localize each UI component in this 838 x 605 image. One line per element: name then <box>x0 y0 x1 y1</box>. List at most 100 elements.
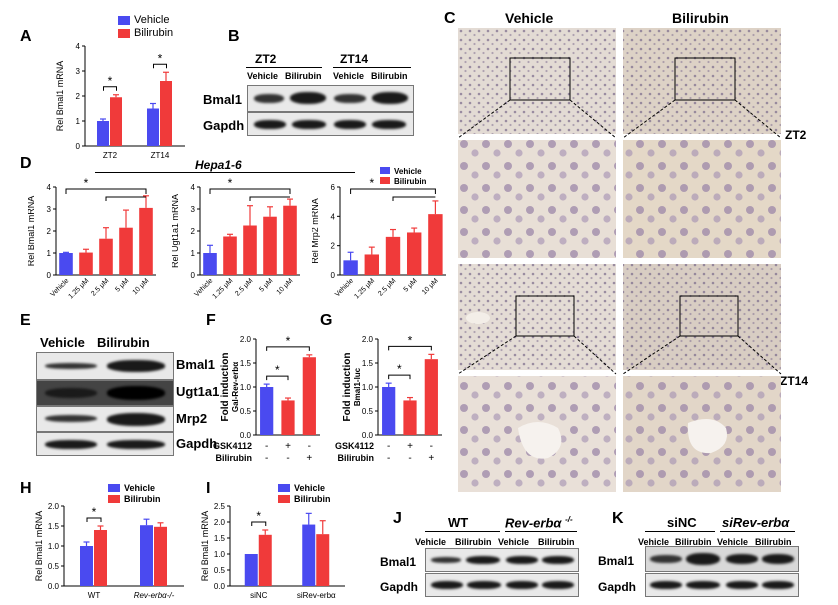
bar <box>99 238 113 275</box>
y-tick-label: 4 <box>191 183 196 192</box>
bar <box>94 530 107 586</box>
y-tick-label: 2.0 <box>214 518 226 527</box>
treatment-sign: - <box>265 441 268 452</box>
k-bmal1-blot <box>645 546 799 572</box>
bar <box>263 216 277 275</box>
significance-bracket-inner <box>249 196 290 201</box>
legend-swatch-bilirubin <box>278 495 290 503</box>
x-tick-label: 2.5 μM <box>90 277 110 297</box>
significance-star: * <box>369 176 374 190</box>
legend-swatch-bilirubin <box>108 495 120 503</box>
x-tick-label: siNC <box>250 591 268 600</box>
significance-star: * <box>275 363 280 377</box>
bar <box>119 227 133 275</box>
treatment-sign: - <box>387 453 390 464</box>
j-rev-label: Rev-erbα -/- <box>505 515 573 531</box>
panel-label-i: I <box>206 480 211 497</box>
treatment-sign: - <box>387 441 390 452</box>
c-zt2-bilirubin-low <box>623 28 781 134</box>
j-vehicle-1: Vehicle <box>415 537 447 547</box>
bar <box>302 357 316 435</box>
y-axis-label: Rel Bmal1 mRNA <box>34 511 44 582</box>
significance-bracket <box>266 346 310 351</box>
bar <box>244 554 258 586</box>
e-mrp2-blot <box>36 406 174 432</box>
y-tick-label: 4 <box>76 42 81 51</box>
y-axis-label: Rel Bmal1 mRNA <box>55 61 65 132</box>
y-tick-label: 6 <box>331 183 336 192</box>
y-tick-label: 0.5 <box>214 566 226 575</box>
x-tick-label: 1.25 μM <box>353 277 376 300</box>
treatment-label: Bilirubin <box>338 453 375 463</box>
bar <box>281 400 295 435</box>
panel-label-f: F <box>206 312 216 329</box>
y-tick-label: 2 <box>47 227 52 236</box>
y-tick-label: 0.0 <box>240 431 252 440</box>
legend-label-vehicle: Vehicle <box>294 483 325 493</box>
legend-label-bilirubin: Bilirubin <box>394 177 427 186</box>
significance-star: * <box>92 505 97 519</box>
significance-star: * <box>108 74 113 88</box>
panel-label-e: E <box>20 312 31 329</box>
j-gapdh-label: Gapdh <box>380 580 418 594</box>
bar <box>140 525 153 586</box>
bar <box>139 207 153 275</box>
c-zt14-vehicle-low <box>458 264 616 370</box>
b-vehicle-1: Vehicle <box>247 71 279 81</box>
treatment-sign: + <box>407 441 413 452</box>
significance-star: * <box>256 509 261 523</box>
treatment-sign: - <box>286 453 289 464</box>
b-bmal1-blot <box>247 85 414 112</box>
significance-bracket <box>388 345 432 351</box>
c-zt14-vehicle-high <box>458 376 616 492</box>
panel-label-b: B <box>228 28 240 45</box>
bar <box>316 534 330 586</box>
panel-label-d: D <box>20 155 32 172</box>
significance-star: * <box>158 51 163 65</box>
x-tick-label: 5 μM <box>114 277 130 293</box>
x-tick-label: 2.5 μM <box>377 277 397 297</box>
x-tick-label: WT <box>88 591 101 600</box>
bar <box>79 252 93 275</box>
bar <box>382 387 396 435</box>
significance-star: * <box>228 176 233 190</box>
x-tick-label: ZT14 <box>151 151 170 158</box>
x-tick-label: 1.25 μM <box>67 277 90 300</box>
e-ugt1a1-label: Ugt1a1 <box>176 384 220 399</box>
y-tick-label: 1 <box>76 117 81 126</box>
c-bilirubin-label: Bilirubin <box>672 10 729 26</box>
bar <box>59 253 73 275</box>
e-bmal1-label: Bmal1 <box>176 357 216 372</box>
significance-bracket <box>350 188 436 194</box>
chart-f: 0.0 0.5 1.0 1.5 2.0 Fold induction Gal-Rev-erb… <box>213 334 320 464</box>
bar <box>258 534 272 586</box>
y-tick-label: 4 <box>331 212 336 221</box>
treatment-sign: - <box>308 441 311 452</box>
d-title-line <box>95 172 355 173</box>
y-axis-label-2: Bmal1-luc <box>353 367 362 406</box>
k-sinc-line <box>645 531 715 532</box>
treatment-label: Bilirubin <box>216 453 253 463</box>
b-bmal1-label: Bmal1 <box>203 92 243 107</box>
y-tick-label: 2.0 <box>240 335 252 344</box>
y-tick-label: 2.0 <box>362 335 374 344</box>
b-gapdh-label: Gapdh <box>203 118 245 133</box>
bar <box>403 400 417 435</box>
bar <box>302 524 316 586</box>
b-zt2-label: ZT2 <box>255 52 277 66</box>
b-zt14-line <box>333 67 411 68</box>
b-vehicle-2: Vehicle <box>333 71 365 81</box>
x-tick-label: 10 μM <box>132 277 151 296</box>
treatment-sign: - <box>408 453 411 464</box>
x-tick-label: ZT2 <box>103 151 118 158</box>
bar <box>343 260 358 275</box>
y-tick-label: 1 <box>47 249 52 258</box>
j-wt-line <box>425 531 500 532</box>
treatment-sign: - <box>430 441 433 452</box>
c-vehicle-label: Vehicle <box>505 10 554 26</box>
bar <box>260 387 274 435</box>
y-tick-label: 2 <box>331 242 336 251</box>
y-tick-label: 0 <box>47 271 52 280</box>
